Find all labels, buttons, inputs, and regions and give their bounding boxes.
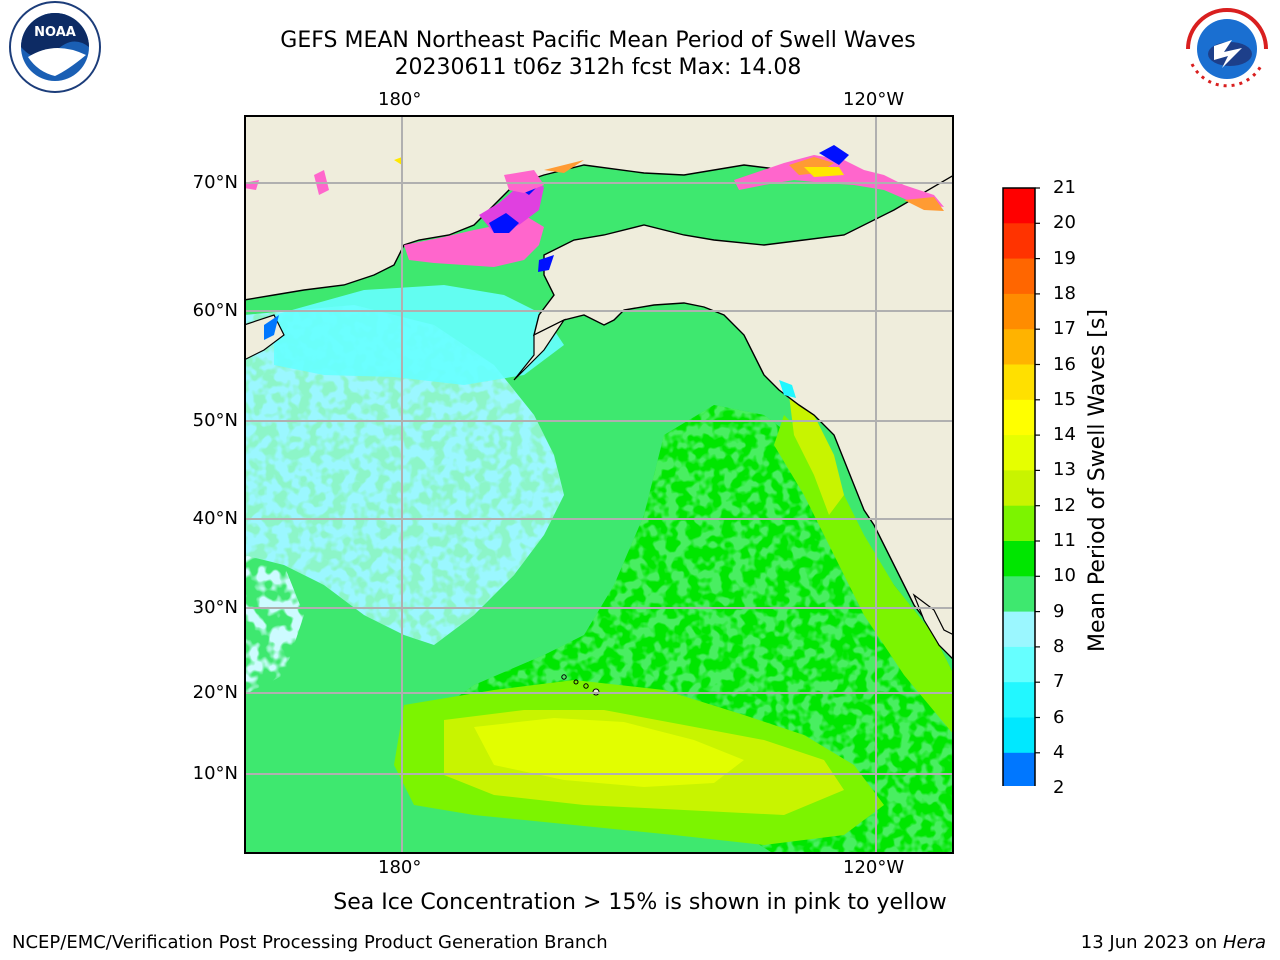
colorbar-title: Mean Period of Swell Waves [s] bbox=[1085, 309, 1110, 652]
footer-date: 13 Jun 2023 on Hera bbox=[1081, 932, 1266, 953]
colorbar-tick-label: 13 bbox=[1053, 459, 1076, 481]
colorbar-tick-label: 16 bbox=[1053, 353, 1076, 375]
colorbar-tick-label: 10 bbox=[1053, 565, 1076, 587]
colorbar-tick-label: 4 bbox=[1053, 741, 1065, 763]
noaa-logo-icon: NOAA bbox=[8, 0, 102, 94]
lon-label-top-180: 180° bbox=[378, 89, 422, 110]
colorbar-tick-label: 17 bbox=[1053, 318, 1076, 340]
graticule bbox=[244, 115, 954, 854]
chart-title: GEFS MEAN Northeast Pacific Mean Period … bbox=[280, 28, 916, 53]
colorbar-segment bbox=[1003, 470, 1035, 507]
colorbar-segment bbox=[1003, 646, 1035, 683]
colorbar-tick-label: 9 bbox=[1053, 600, 1065, 622]
colorbar-tick-label: 18 bbox=[1053, 282, 1076, 304]
lat-label-60n: 60°N bbox=[192, 300, 238, 321]
swell-zone-11-12s-coast bbox=[774, 415, 954, 735]
colorbar-tick-label: 15 bbox=[1053, 388, 1076, 410]
colorbar-tick-label: 12 bbox=[1053, 494, 1076, 516]
colorbar-segment bbox=[1003, 541, 1035, 577]
colorbar-segment bbox=[1003, 293, 1035, 330]
footer-date-text: 13 Jun 2023 on bbox=[1080, 932, 1223, 953]
svg-text:NOAA: NOAA bbox=[34, 25, 76, 40]
footer-host: Hera bbox=[1222, 932, 1266, 953]
nws-logo-icon bbox=[1180, 2, 1274, 96]
lat-label-30n: 30°N bbox=[192, 597, 238, 618]
lat-label-40n: 40°N bbox=[192, 508, 238, 529]
lon-label-bottom-180: 180° bbox=[378, 857, 422, 878]
colorbar-tick-label: 11 bbox=[1053, 530, 1076, 551]
sea-ice-patches bbox=[244, 145, 944, 398]
sea-ice-note: Sea Ice Concentration > 15% is shown in … bbox=[333, 890, 947, 915]
lat-label-10n: 10°N bbox=[192, 763, 238, 784]
map-plot-area bbox=[244, 115, 954, 854]
lon-label-top-120w: 120°W bbox=[843, 89, 905, 110]
lon-label-bottom-120w: 120°W bbox=[843, 857, 905, 878]
colorbar-segment bbox=[1003, 258, 1035, 295]
map-frame bbox=[244, 115, 954, 854]
footer-credit: NCEP/EMC/Verification Post Processing Pr… bbox=[12, 932, 608, 953]
colorbar-tick-label: 14 bbox=[1053, 424, 1076, 446]
colorbar-segment bbox=[1003, 682, 1035, 718]
colorbar-segment bbox=[1003, 364, 1035, 401]
colorbar-tick-label: 6 bbox=[1053, 706, 1065, 728]
colorbar-tick-label: 7 bbox=[1053, 671, 1065, 693]
colorbar-segment bbox=[1003, 188, 1035, 224]
colorbar-tick-label: 20 bbox=[1053, 212, 1076, 234]
swell-zone-texture bbox=[244, 305, 564, 645]
colorbar-segment bbox=[1003, 329, 1035, 365]
swell-zone-12-13s-coast bbox=[789, 395, 844, 515]
colorbar-segment bbox=[1003, 505, 1035, 542]
lat-label-20n: 20°N bbox=[192, 682, 238, 703]
colorbar-tick-label: 19 bbox=[1053, 247, 1076, 269]
colorbar-segment bbox=[1003, 435, 1035, 471]
lat-label-50n: 50°N bbox=[192, 410, 238, 431]
colorbar-frame bbox=[1002, 187, 1036, 786]
colorbar-segment bbox=[1003, 752, 1035, 786]
colorbar-segment bbox=[1003, 223, 1035, 260]
colorbar-segment bbox=[1003, 399, 1035, 436]
swell-zone-left-edge bbox=[244, 555, 304, 695]
colorbar-segment bbox=[1003, 611, 1035, 648]
colorbar-tick-label: 21 bbox=[1053, 177, 1076, 198]
lat-label-70n: 70°N bbox=[192, 172, 238, 193]
colorbar bbox=[1002, 187, 1040, 786]
colorbar-segment bbox=[1003, 717, 1035, 754]
chart-subtitle: 20230611 t06z 312h fcst Max: 14.08 bbox=[394, 55, 802, 80]
colorbar-tick-label: 2 bbox=[1053, 777, 1065, 799]
colorbar-tick-label: 8 bbox=[1053, 635, 1065, 657]
swell-zone-13-14s-south bbox=[474, 718, 744, 787]
colorbar-segment bbox=[1003, 576, 1035, 613]
